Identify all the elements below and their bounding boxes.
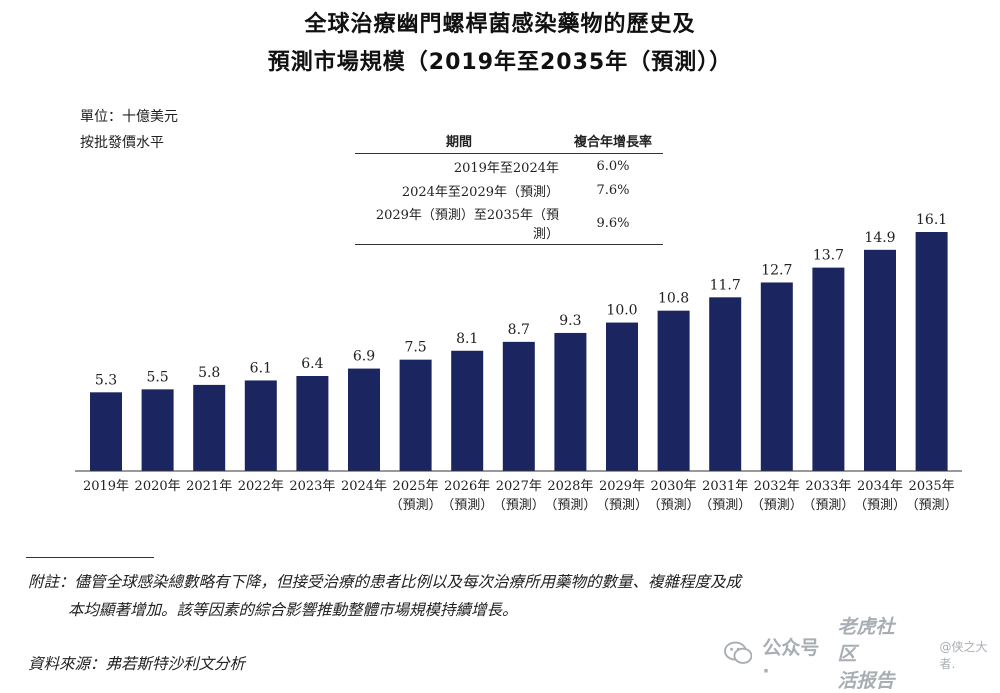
watermark-brand2: 活报告 (837, 670, 895, 692)
data-label: 5.5 (146, 369, 168, 385)
forecast-label: （預測） (699, 498, 751, 513)
bar (399, 359, 432, 471)
forecast-label: （預測） (390, 498, 442, 513)
bar (606, 322, 638, 471)
bar (348, 368, 380, 471)
data-label: 5.8 (198, 365, 220, 381)
data-label: 10.0 (606, 303, 637, 319)
cagr-header-row: 期間 複合年增長率 (355, 128, 663, 154)
footnote-line1: 附註：儘管全球感染總數略有下降，但接受治療的患者比例以及每次治療所用藥物的數量、… (28, 573, 742, 591)
x-tick-label: 2032年 (754, 479, 800, 494)
bar (812, 267, 845, 471)
forecast-label: （預測） (802, 498, 854, 513)
x-tick-label: 2019年 (83, 479, 129, 494)
data-label: 12.7 (761, 262, 792, 278)
x-tick-label: 2026年 (444, 479, 490, 494)
bar (296, 375, 329, 471)
bar (657, 310, 690, 471)
data-label: 5.3 (95, 372, 117, 388)
forecast-label: （預測） (441, 498, 493, 513)
forecast-label: （預測） (596, 498, 648, 513)
forecast-label: （預測） (854, 498, 906, 513)
cagr-header-period: 期間 (355, 128, 563, 154)
x-tick-label: 2021年 (186, 479, 232, 494)
data-label: 7.5 (404, 340, 426, 356)
data-label: 11.7 (710, 277, 741, 293)
bar (451, 350, 484, 471)
watermark-brand: 老虎社区 (837, 616, 895, 665)
data-label: 6.4 (301, 356, 323, 372)
footnote-line2: 本均顯著增加。該等因素的綜合影響推動整體市場規模持續增長。 (68, 601, 518, 619)
bar (554, 332, 587, 471)
bar (709, 297, 742, 471)
data-label: 16.1 (916, 212, 947, 228)
table-row: 2024年至2029年（預測） 7.6% (355, 178, 663, 202)
x-tick-label: 2025年 (393, 479, 439, 494)
source-note: 資料來源：弗若斯特沙利文分析 (28, 655, 246, 673)
cagr-rate: 6.0% (596, 158, 630, 174)
x-tick-label: 2029年 (599, 479, 645, 494)
unit-label: 單位：十億美元 (80, 109, 178, 125)
watermark: 公众号 · 老虎社区 活报告 @侠之大者. (724, 612, 1000, 693)
basis-label: 按批發價水平 (80, 135, 164, 151)
wechat-icon (724, 641, 753, 664)
watermark-sub: @侠之大者. (939, 639, 988, 671)
data-label: 13.7 (813, 248, 844, 264)
x-tick-label: 2024年 (341, 479, 387, 494)
forecast-label: （預測） (906, 498, 958, 513)
cagr-period: 2024年至2029年（預測） (401, 184, 559, 200)
x-tick-label: 2033年 (805, 479, 851, 494)
cagr-period: 2029年（預測）至2035年（預測） (355, 202, 563, 245)
x-tick-label: 2030年 (651, 479, 697, 494)
table-row: 2019年至2024年 6.0% (355, 154, 663, 179)
data-label: 8.1 (456, 331, 478, 347)
bar (193, 384, 226, 471)
bar (502, 341, 535, 471)
x-tick-label: 2031年 (702, 479, 748, 494)
table-row: 2029年（預測）至2035年（預測） 9.6% (355, 202, 663, 245)
data-label: 8.7 (508, 322, 530, 338)
x-tick-label: 2035年 (909, 479, 955, 494)
forecast-label: （預測） (751, 498, 803, 513)
watermark-text: 公众号 · (762, 637, 820, 682)
data-label: 6.1 (250, 360, 272, 376)
data-label: 9.3 (559, 313, 581, 329)
x-tick-label: 2028年 (547, 479, 593, 494)
chart-title-line1: 全球治療幽門螺桿菌感染藥物的歷史及 (304, 12, 696, 37)
cagr-table: 期間 複合年增長率 2019年至2024年 6.0% 2024年至2029年（預… (355, 128, 663, 245)
bar (760, 282, 793, 471)
bar (141, 389, 174, 471)
note-divider (26, 557, 154, 558)
x-tick-label: 2034年 (857, 479, 903, 494)
bar (244, 380, 277, 471)
data-label: 10.8 (658, 291, 689, 307)
forecast-label: （預測） (648, 498, 700, 513)
x-tick-label: 2027年 (496, 479, 542, 494)
cagr-header-rate: 複合年增長率 (563, 128, 663, 154)
x-tick-label: 2022年 (238, 479, 284, 494)
bar (90, 392, 122, 471)
data-label: 14.9 (864, 230, 895, 246)
bar (864, 249, 896, 471)
cagr-rate: 7.6% (596, 182, 630, 198)
cagr-period: 2019年至2024年 (453, 160, 559, 176)
forecast-label: （預測） (493, 498, 545, 513)
chart-title-line2: 預測市場規模（2019年至2035年（預測）） (267, 50, 733, 75)
x-tick-label: 2023年 (289, 479, 335, 494)
x-tick-label: 2020年 (135, 479, 181, 494)
bar (915, 232, 948, 471)
forecast-label: （預測） (544, 498, 596, 513)
cagr-rate: 9.6% (563, 202, 663, 245)
data-label: 6.9 (353, 349, 375, 365)
